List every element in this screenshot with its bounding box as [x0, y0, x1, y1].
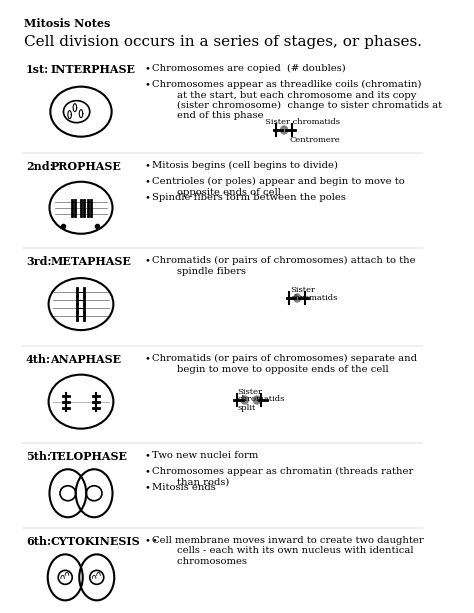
Text: Chromatids (or pairs of chromosomes) attach to the
        spindle fibers: Chromatids (or pairs of chromosomes) att… — [152, 256, 416, 275]
Text: •: • — [145, 536, 151, 545]
Text: Chromosomes appear as threadlike coils (chromatin)
        at the start, but eac: Chromosomes appear as threadlike coils (… — [152, 80, 442, 121]
Circle shape — [254, 396, 261, 404]
Text: Sister chromatids: Sister chromatids — [265, 118, 340, 126]
Text: Chromatids (or pairs of chromosomes) separate and
        begin to move to oppos: Chromatids (or pairs of chromosomes) sep… — [152, 354, 417, 373]
Text: •: • — [152, 536, 158, 545]
Circle shape — [294, 294, 301, 302]
Text: Mitosis Notes: Mitosis Notes — [24, 18, 110, 29]
Text: 6th:: 6th: — [26, 536, 51, 547]
Text: 4th:: 4th: — [26, 354, 51, 365]
Text: TELOPHASE: TELOPHASE — [50, 451, 128, 462]
Text: Cell division occurs in a series of stages, or phases.: Cell division occurs in a series of stag… — [24, 35, 422, 49]
Text: Sister: Sister — [290, 286, 315, 294]
Text: Mitosis ends: Mitosis ends — [152, 483, 216, 492]
Text: Centromere: Centromere — [289, 136, 340, 144]
Text: Chromosomes appear as chromatin (threads rather
        than rods): Chromosomes appear as chromatin (threads… — [152, 467, 413, 487]
Text: Centrioles (or poles) appear and begin to move to
        opposite ends of cell: Centrioles (or poles) appear and begin t… — [152, 177, 405, 197]
Text: •: • — [145, 467, 151, 476]
Text: Cell membrane moves inward to create two daughter
        cells - each with its : Cell membrane moves inward to create two… — [152, 536, 424, 566]
Circle shape — [241, 396, 248, 404]
Text: Mitosis begins (cell begins to divide): Mitosis begins (cell begins to divide) — [152, 161, 338, 170]
Text: •: • — [145, 193, 151, 202]
Text: Sister: Sister — [237, 388, 263, 396]
Text: 1st:: 1st: — [26, 64, 49, 75]
Text: Spindle fibers form between the poles: Spindle fibers form between the poles — [152, 193, 346, 202]
Text: •: • — [145, 80, 151, 89]
Text: •: • — [145, 354, 151, 363]
Circle shape — [281, 126, 288, 134]
Text: •: • — [145, 177, 151, 186]
Text: •: • — [145, 161, 151, 170]
Text: Two new nuclei form: Two new nuclei form — [152, 451, 258, 460]
Text: •: • — [145, 451, 151, 460]
Text: CYTOKINESIS: CYTOKINESIS — [50, 536, 140, 547]
Text: INTERPHASE: INTERPHASE — [50, 64, 136, 75]
Text: PROPHASE: PROPHASE — [50, 161, 121, 172]
Text: •: • — [145, 483, 151, 492]
Text: chromatids: chromatids — [290, 294, 337, 302]
Text: 3rd:: 3rd: — [26, 256, 51, 267]
Text: Chromosomes are copied  (# doubles): Chromosomes are copied (# doubles) — [152, 64, 346, 73]
Text: •: • — [145, 256, 151, 265]
Text: 5th:: 5th: — [26, 451, 51, 462]
Text: 2nd:: 2nd: — [26, 161, 54, 172]
Text: METAPHASE: METAPHASE — [50, 256, 131, 267]
Text: chromatids
split: chromatids split — [237, 395, 285, 412]
Text: •: • — [145, 64, 151, 73]
Text: ANAPHASE: ANAPHASE — [50, 354, 121, 365]
